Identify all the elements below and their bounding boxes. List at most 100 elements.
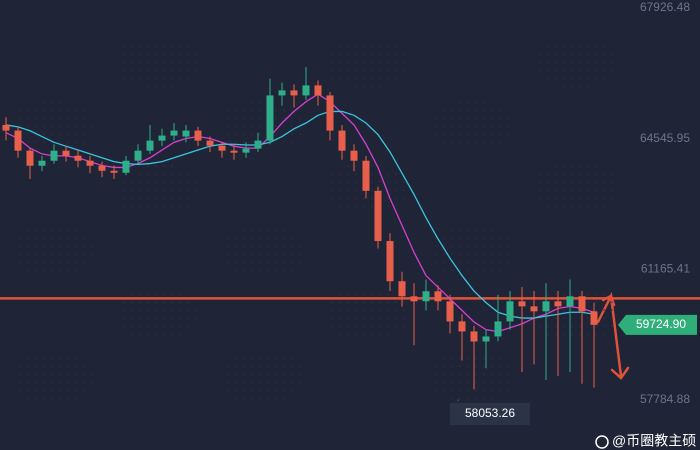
- map-dot: [163, 165, 165, 167]
- map-dot: [539, 61, 541, 63]
- map-dot: [163, 333, 165, 335]
- map-dot: [59, 261, 61, 263]
- map-dot: [251, 125, 253, 127]
- map-dot: [563, 165, 565, 167]
- map-dot: [491, 133, 493, 135]
- map-dot: [251, 269, 253, 271]
- map-dot: [499, 245, 501, 247]
- map-dot: [363, 301, 365, 303]
- map-dot: [283, 125, 285, 127]
- map-dot: [51, 261, 53, 263]
- map-dot: [187, 205, 189, 207]
- map-dot: [579, 61, 581, 63]
- map-dot: [35, 245, 37, 247]
- map-dot: [379, 317, 381, 319]
- map-dot: [283, 229, 285, 231]
- map-dot: [611, 69, 613, 71]
- map-dot: [363, 45, 365, 47]
- map-dot: [395, 77, 397, 79]
- map-dot: [467, 253, 469, 255]
- map-dot: [475, 229, 477, 231]
- map-dot: [331, 181, 333, 183]
- map-dot: [251, 245, 253, 247]
- map-dot: [331, 61, 333, 63]
- map-dot: [571, 293, 573, 295]
- map-dot: [507, 389, 509, 391]
- map-dot: [27, 125, 29, 127]
- map-dot: [595, 165, 597, 167]
- map-dot: [59, 381, 61, 383]
- map-dot: [387, 53, 389, 55]
- map-dot: [331, 53, 333, 55]
- map-dot: [467, 229, 469, 231]
- map-dot: [147, 85, 149, 87]
- map-dot: [139, 333, 141, 335]
- map-dot: [27, 261, 29, 263]
- map-dot: [75, 229, 77, 231]
- map-dot: [43, 133, 45, 135]
- map-dot: [163, 309, 165, 311]
- map-dot: [267, 245, 269, 247]
- map-dot: [275, 365, 277, 367]
- map-dot: [603, 197, 605, 199]
- map-dot: [243, 261, 245, 263]
- y-tick-label: 64545.95: [640, 131, 690, 145]
- map-dot: [251, 253, 253, 255]
- map-dot: [67, 365, 69, 367]
- map-dot: [59, 245, 61, 247]
- map-dot: [43, 389, 45, 391]
- map-dot: [355, 181, 357, 183]
- candle-body: [542, 301, 550, 312]
- map-dot: [75, 397, 77, 399]
- map-dot: [451, 133, 453, 135]
- map-dot: [243, 397, 245, 399]
- map-dot: [347, 181, 349, 183]
- map-dot: [571, 181, 573, 183]
- map-dot: [611, 301, 613, 303]
- map-dot: [147, 69, 149, 71]
- map-dot: [379, 69, 381, 71]
- map-dot: [51, 229, 53, 231]
- map-dot: [491, 397, 493, 399]
- map-dot: [187, 77, 189, 79]
- map-dot: [491, 365, 493, 367]
- map-dot: [259, 133, 261, 135]
- map-dot: [483, 117, 485, 119]
- map-dot: [499, 365, 501, 367]
- map-dot: [131, 69, 133, 71]
- map-dot: [131, 197, 133, 199]
- map-dot: [291, 141, 293, 143]
- candle-body: [74, 155, 82, 161]
- map-dot: [259, 365, 261, 367]
- map-dot: [155, 181, 157, 183]
- map-dot: [275, 141, 277, 143]
- map-dot: [171, 173, 173, 175]
- map-dot: [379, 85, 381, 87]
- map-dot: [155, 165, 157, 167]
- map-dot: [27, 389, 29, 391]
- map-dot: [235, 269, 237, 271]
- map-dot: [443, 381, 445, 383]
- map-dot: [363, 317, 365, 319]
- map-dot: [467, 101, 469, 103]
- map-dot: [155, 45, 157, 47]
- candle-body: [170, 130, 178, 136]
- map-dot: [435, 253, 437, 255]
- map-dot: [251, 109, 253, 111]
- map-dot: [603, 69, 605, 71]
- map-dot: [227, 109, 229, 111]
- map-dot: [43, 253, 45, 255]
- map-dot: [499, 381, 501, 383]
- map-dot: [403, 189, 405, 191]
- map-dot: [187, 69, 189, 71]
- map-dot: [459, 237, 461, 239]
- map-dot: [339, 317, 341, 319]
- map-dot: [451, 365, 453, 367]
- map-dot: [571, 317, 573, 319]
- map-dot: [243, 365, 245, 367]
- map-dot: [155, 333, 157, 335]
- map-dot: [267, 381, 269, 383]
- map-dot: [35, 141, 37, 143]
- map-dot: [499, 389, 501, 391]
- map-dot: [35, 237, 37, 239]
